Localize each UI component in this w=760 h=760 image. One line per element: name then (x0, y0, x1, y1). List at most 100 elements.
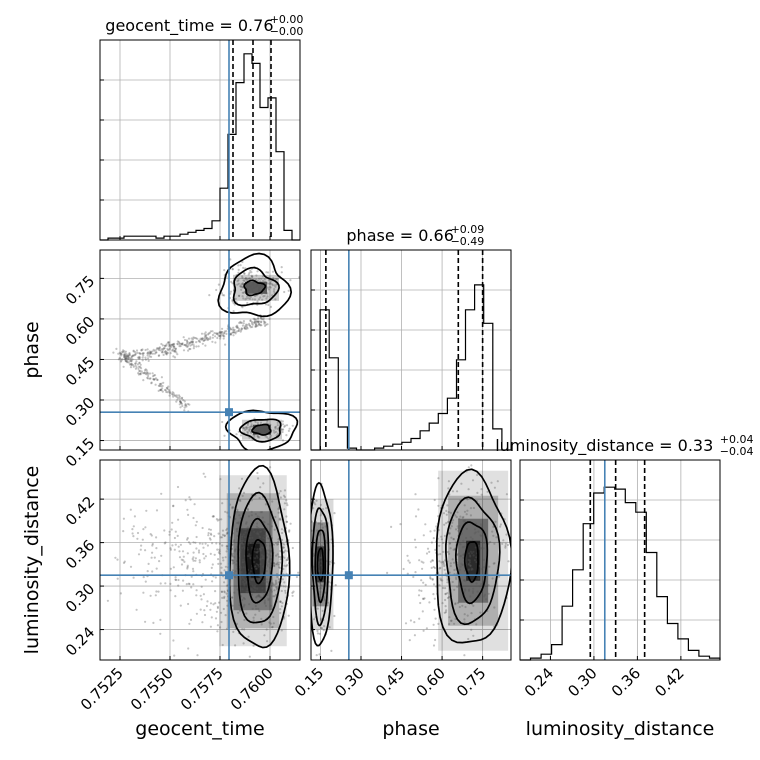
scatter-point (239, 320, 242, 323)
scatter-point (254, 429, 257, 432)
scatter-point (127, 357, 130, 360)
scatter-point (232, 301, 235, 305)
scatter-point (242, 297, 245, 300)
scatter-point (133, 515, 136, 518)
scatter-point (160, 492, 163, 495)
scatter-point (480, 488, 483, 491)
scatter-point (193, 503, 196, 506)
scatter-point (208, 528, 211, 531)
scatter-point (432, 593, 435, 596)
scatter-point (234, 570, 237, 573)
scatter-point (129, 565, 133, 568)
scatter-point (136, 531, 140, 535)
scatter-point (155, 590, 158, 593)
scatter-point (297, 571, 300, 574)
scatter-point (232, 561, 235, 564)
scatter-point (273, 528, 276, 531)
scatter-point (173, 347, 176, 350)
scatter-point (134, 353, 137, 356)
scatter-point (257, 298, 261, 301)
scatter-point (243, 618, 246, 622)
scatter-point (190, 575, 193, 578)
scatter-point (402, 567, 405, 571)
scatter-point (242, 533, 245, 536)
scatter-point (169, 352, 172, 355)
scatter-point (220, 590, 224, 593)
scatter-point (265, 570, 268, 573)
scatter-point (195, 547, 198, 550)
scatter-point (248, 553, 251, 556)
scatter-point (186, 340, 189, 343)
scatter-point (241, 291, 244, 294)
scatter-point (245, 590, 248, 593)
scatter-point (417, 594, 421, 597)
scatter-point (166, 388, 169, 391)
scatter-point (252, 284, 255, 287)
scatter-point (249, 570, 252, 573)
scatter-point (242, 266, 245, 269)
scatter-point (280, 266, 283, 269)
scatter-point (167, 385, 170, 388)
scatter-point (283, 543, 286, 546)
scatter-point (250, 320, 254, 324)
scatter-point (269, 466, 272, 469)
scatter-point (216, 630, 219, 633)
scatter-point (485, 598, 488, 601)
scatter-point (475, 556, 478, 559)
scatter-point (258, 436, 261, 439)
density-layer (219, 274, 509, 651)
scatter-point (413, 621, 416, 624)
scatter-point (214, 602, 217, 605)
scatter-point (192, 343, 195, 346)
scatter-point (172, 343, 175, 346)
scatter-point (171, 521, 174, 524)
scatter-point (272, 277, 275, 280)
scatter-point (144, 580, 147, 583)
scatter-point (130, 363, 133, 366)
scatter-point (134, 362, 137, 365)
scatter-point (116, 577, 119, 580)
scatter-point (251, 425, 254, 428)
scatter-point (263, 278, 266, 281)
scatter-point (277, 492, 280, 495)
scatter-point (214, 576, 217, 579)
scatter-point (469, 536, 472, 539)
scatter-point (279, 518, 282, 521)
scatter-point (182, 349, 186, 352)
scatter-point (169, 582, 172, 586)
scatter-point (133, 354, 136, 357)
scatter-point (440, 538, 443, 541)
scatter-point (191, 341, 194, 344)
scatter-point (252, 317, 255, 320)
scatter-point (255, 595, 258, 598)
scatter-point (455, 578, 458, 581)
scatter-point (240, 327, 244, 330)
scatter-point (166, 341, 169, 344)
scatter-point (449, 564, 452, 568)
scatter-point (124, 357, 127, 360)
scatter-point (271, 625, 274, 629)
scatter-point (255, 525, 258, 528)
scatter-point (253, 317, 256, 320)
scatter-point (267, 553, 270, 556)
scatter-point (263, 580, 266, 583)
text-layer: 0.7525 0.7550 0.7575 0.7600geocent_time0.15… (21, 13, 754, 740)
scatter-point (449, 527, 452, 530)
scatter-point (284, 549, 287, 552)
scatter-point (151, 350, 154, 353)
scatter-point (320, 523, 323, 526)
scatter-point (262, 430, 265, 434)
scatter-point (450, 619, 453, 622)
scatter-point (242, 320, 245, 323)
scatter-point (207, 333, 210, 336)
scatter-point (466, 498, 469, 501)
scatter-point (261, 557, 264, 560)
scatter-point (246, 426, 249, 429)
scatter-point (222, 332, 225, 335)
scatter-point (277, 542, 280, 546)
scatter-point (251, 584, 254, 588)
scatter-point (421, 610, 424, 613)
scatter-point (454, 528, 458, 531)
scatter-point (176, 340, 179, 343)
scatter-point (223, 569, 226, 572)
